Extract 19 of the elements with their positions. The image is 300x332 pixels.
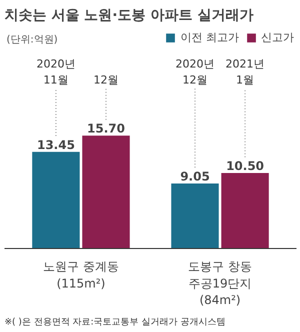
text: 12월 (94, 73, 119, 86)
data-label: 10.50 (226, 159, 264, 174)
bar (221, 173, 269, 248)
data-label: 13.45 (36, 138, 75, 152)
text: 2020년 11월 (36, 58, 76, 86)
text: 2020년 12월 (176, 58, 214, 86)
text: ※( )은 전용면적 자료:국토교통부 실거래가 공개시스템 (4, 318, 226, 328)
chart-title: 치솟는 서울 노원·도봉 아파트 실거래가 (4, 8, 254, 24)
bar (82, 136, 130, 248)
x-tick-label: 도봉구 창동 주공19단지 (84m²) (188, 260, 252, 308)
data-label: 9.05 (180, 169, 210, 184)
bar (32, 152, 80, 248)
legend-label: 신고가 (261, 30, 294, 45)
x-tick-label: 노원구 중계동 (115m²) (43, 260, 119, 290)
data-label: 15.70 (87, 122, 125, 136)
bar (171, 183, 219, 248)
legend-label: 이전 최고가 (180, 30, 239, 45)
text: 2021년 1월 (226, 58, 265, 86)
chart-subtitle: (단위:억원) (6, 34, 58, 46)
